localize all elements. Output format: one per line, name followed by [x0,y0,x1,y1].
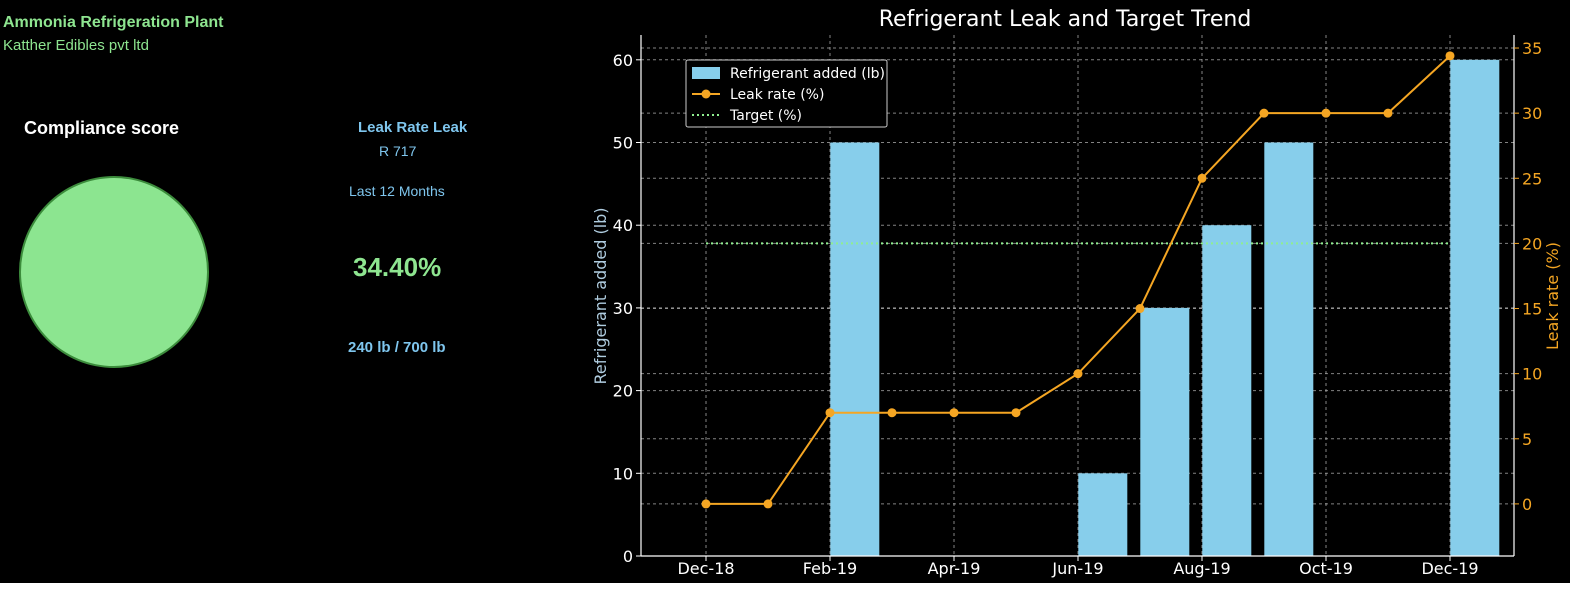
y-left-tick-label: 10 [613,464,633,483]
legend-label: Refrigerant added (lb) [730,66,885,82]
bar [1140,307,1190,556]
y-right-tick-label: 30 [1522,104,1542,123]
bar [1450,59,1500,557]
leak-rate-point [1259,108,1269,118]
leak-rate-point [949,408,959,418]
y-axis-left-label: Refrigerant added (lb) [591,207,610,384]
axes: 0 10 20 30 40 50 60 0 5 10 15 20 25 30 35 Dec-18 Feb-19 A… [613,35,1542,578]
y-right-tick-label: 35 [1522,39,1542,58]
leak-rate-percent: 34.40% [353,252,442,282]
leak-rate-point [887,408,897,418]
leak-rate-point [1383,108,1393,118]
y-left-tick-label: 40 [613,216,633,235]
y-right-tick-label: 10 [1522,365,1542,384]
leak-rate-point [1135,304,1145,314]
leak-rate-point [825,408,835,418]
y-left-tick-label: 20 [613,382,633,401]
bar-series [830,59,1500,557]
leak-rate-title: Leak Rate Leak [358,119,468,136]
x-tick-label: Aug-19 [1173,559,1230,578]
period-label: Last 12 Months [349,183,445,199]
x-tick-label: Dec-19 [1421,559,1478,578]
compliance-score-indicator [19,176,209,368]
compliance-score-title: Compliance score [24,118,180,138]
bar [830,142,880,556]
legend-label: Target (%) [729,108,802,124]
legend-label: Leak rate (%) [730,87,824,103]
leak-rate-point [1321,108,1331,118]
leak-amount: 240 lb / 700 lb [348,339,446,356]
x-tick-label: Feb-19 [803,559,857,578]
x-tick-label: Apr-19 [928,559,981,578]
leak-rate-point [763,499,773,509]
bottom-edge-strip [0,583,1570,592]
legend-box [685,59,888,128]
leak-rate-point [1011,408,1021,418]
x-tick-label: Jun-19 [1051,559,1103,578]
bar [1264,142,1314,556]
legend: Refrigerant added (lb) Leak rate (%) Targe… [685,59,888,128]
leak-rate-point [701,499,711,509]
leak-rate-point [1197,173,1207,183]
refrigerant-type: R 717 [379,143,417,159]
y-left-tick-label: 0 [623,547,633,566]
plant-name: Ammonia Refrigeration Plant [3,14,224,31]
y-right-tick-label: 5 [1522,430,1532,449]
y-left-tick-label: 30 [613,299,633,318]
y-left-tick-label: 50 [613,134,633,153]
x-tick-label: Dec-18 [677,559,734,578]
y-axis-right-label: Leak rate (%) [1543,242,1562,350]
y-right-tick-label: 25 [1522,169,1542,188]
x-tick-label: Oct-19 [1299,559,1353,578]
bar [1202,225,1252,556]
line-series [701,51,1455,509]
bar [1078,473,1128,556]
legend-swatch-bar [692,67,720,79]
y-left-tick-label: 60 [613,51,633,70]
y-right-tick-label: 0 [1522,495,1532,514]
leak-rate-point [1445,51,1455,61]
y-right-tick-label: 20 [1522,234,1542,253]
chart-title: Refrigerant Leak and Target Trend [879,7,1252,32]
y-right-tick-label: 15 [1522,300,1542,319]
leak-rate-point [1073,369,1083,379]
legend-swatch-marker [701,89,711,99]
company-name: Katther Edibles pvt ltd [3,37,149,54]
